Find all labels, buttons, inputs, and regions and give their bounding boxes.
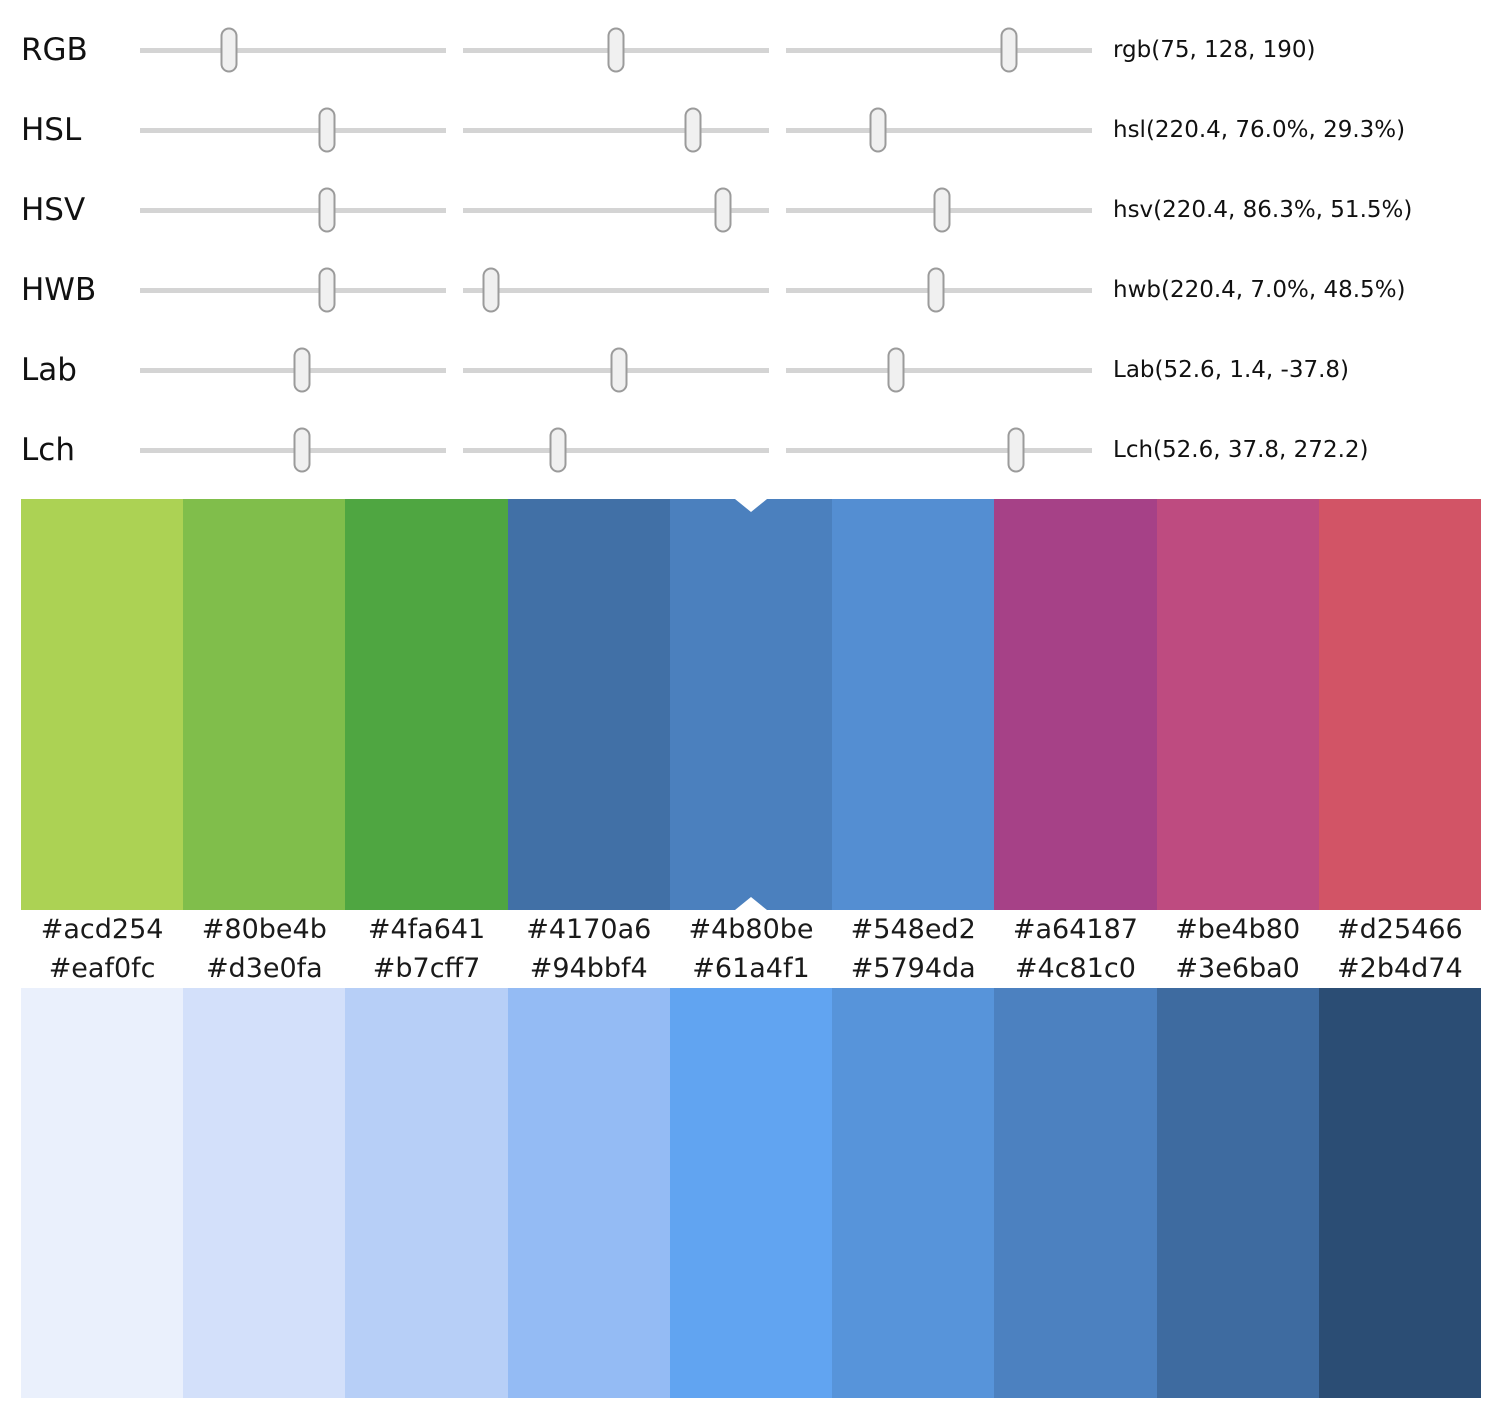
- rgb-g-thumb[interactable]: [607, 27, 625, 73]
- tint-hex-label-2: #b7cff7: [372, 953, 481, 984]
- hsl-s-track[interactable]: [463, 107, 769, 153]
- tint-swatch-3[interactable]: [507, 988, 670, 1398]
- selected-color-marker-top: [735, 499, 767, 512]
- hue-hex-label-5: #548ed2: [850, 914, 976, 945]
- slider-row-hsv: HSV hsv(220.4, 86.3%, 51.5%): [0, 170, 1501, 250]
- rgb-g-track[interactable]: [463, 27, 769, 73]
- tint-swatch-6[interactable]: [994, 988, 1157, 1398]
- colorspace-label-hsv: HSV: [21, 191, 86, 228]
- hsv-v-track[interactable]: [786, 187, 1092, 233]
- hue-palette-strip: [21, 499, 1481, 910]
- colorspace-label-hsl: HSL: [21, 111, 82, 148]
- lch-c-track[interactable]: [463, 427, 769, 473]
- lch-h-thumb[interactable]: [1007, 427, 1024, 473]
- lch-c-thumb[interactable]: [549, 427, 567, 473]
- hsl-s-thumb[interactable]: [684, 107, 701, 153]
- hue-swatch-4[interactable]: [669, 499, 833, 910]
- tint-hex-label-row: #eaf0fc #d3e0fa #b7cff7 #94bbf4 #61a4f1 …: [21, 949, 1481, 988]
- colorspace-label-lab: Lab: [21, 351, 77, 388]
- slider-panel: RGB rgb(75, 128, 190) HSL hsl(220.4, 76.…: [0, 0, 1501, 490]
- slider-row-hsl: HSL hsl(220.4, 76.0%, 29.3%): [0, 90, 1501, 170]
- hue-swatch-2[interactable]: [345, 499, 508, 910]
- hue-hex-label-6: #a64187: [1012, 914, 1138, 945]
- hue-hex-label-1: #80be4b: [201, 914, 327, 945]
- hsv-h-thumb[interactable]: [318, 187, 336, 233]
- lch-value-readout: Lch(52.6, 37.8, 272.2): [1113, 437, 1369, 463]
- hsl-l-track[interactable]: [786, 107, 1092, 153]
- tint-swatch-8[interactable]: [1318, 988, 1481, 1398]
- lab-a-thumb[interactable]: [610, 347, 628, 393]
- colorspace-label-rgb: RGB: [21, 31, 88, 68]
- tint-hex-label-1: #d3e0fa: [205, 953, 323, 984]
- rgb-b-track[interactable]: [786, 27, 1092, 73]
- hwb-value-readout: hwb(220.4, 7.0%, 48.5%): [1113, 277, 1406, 303]
- lab-value-readout: Lab(52.6, 1.4, -37.8): [1113, 357, 1349, 383]
- slider-row-lab: Lab Lab(52.6, 1.4, -37.8): [0, 330, 1501, 410]
- lab-l-thumb[interactable]: [293, 347, 311, 393]
- hue-hex-label-2: #4fa641: [367, 914, 486, 945]
- rgb-r-thumb[interactable]: [220, 27, 238, 73]
- tint-swatch-2[interactable]: [345, 988, 508, 1398]
- rgb-b-thumb[interactable]: [1000, 27, 1018, 73]
- tint-swatch-0[interactable]: [21, 988, 184, 1398]
- hsl-h-track[interactable]: [140, 107, 446, 153]
- lab-b-thumb[interactable]: [887, 347, 905, 393]
- hue-swatch-8[interactable]: [1318, 499, 1481, 910]
- hue-swatch-7[interactable]: [1156, 499, 1319, 910]
- hsl-l-thumb[interactable]: [869, 107, 887, 153]
- slider-row-lch: Lch Lch(52.6, 37.8, 272.2): [0, 410, 1501, 490]
- rgb-value-readout: rgb(75, 128, 190): [1113, 37, 1316, 63]
- hue-swatch-6[interactable]: [994, 499, 1157, 910]
- hue-swatch-5[interactable]: [832, 499, 995, 910]
- hwb-w-track[interactable]: [463, 267, 769, 313]
- hue-hex-label-8: #d25466: [1337, 914, 1463, 945]
- hsv-h-track[interactable]: [140, 187, 446, 233]
- tint-hex-label-5: #5794da: [850, 953, 976, 984]
- hwb-h-thumb[interactable]: [318, 267, 336, 313]
- hue-hex-label-4: #4b80be: [688, 914, 814, 945]
- tint-hex-label-8: #2b4d74: [1337, 953, 1463, 984]
- slider-row-rgb: RGB rgb(75, 128, 190): [0, 10, 1501, 90]
- hue-hex-label-row: #acd254 #80be4b #4fa641 #4170a6 #4b80be …: [21, 910, 1481, 949]
- hwb-h-track[interactable]: [140, 267, 446, 313]
- hsv-s-thumb[interactable]: [714, 187, 732, 233]
- tint-palette-strip: [21, 988, 1481, 1398]
- hue-hex-label-7: #be4b80: [1175, 914, 1301, 945]
- lch-h-track[interactable]: [786, 427, 1092, 473]
- hue-hex-label-3: #4170a6: [526, 914, 652, 945]
- tint-swatch-5[interactable]: [832, 988, 995, 1398]
- colorspace-label-lch: Lch: [21, 431, 75, 468]
- lch-l-track[interactable]: [140, 427, 446, 473]
- hsl-value-readout: hsl(220.4, 76.0%, 29.3%): [1113, 117, 1406, 143]
- lab-l-track[interactable]: [140, 347, 446, 393]
- tint-hex-label-3: #94bbf4: [529, 953, 648, 984]
- selected-color-marker-bottom: [735, 897, 767, 910]
- lab-a-track[interactable]: [463, 347, 769, 393]
- colorspace-label-hwb: HWB: [21, 271, 97, 308]
- hue-swatch-0[interactable]: [21, 499, 184, 910]
- hue-swatch-1[interactable]: [183, 499, 346, 910]
- hwb-b-thumb[interactable]: [927, 267, 945, 313]
- hsv-s-track[interactable]: [463, 187, 769, 233]
- tint-hex-label-7: #3e6ba0: [1175, 953, 1300, 984]
- tint-swatch-1[interactable]: [183, 988, 346, 1398]
- tint-swatch-7[interactable]: [1156, 988, 1319, 1398]
- hsl-h-thumb[interactable]: [318, 107, 336, 153]
- hue-swatch-3[interactable]: [507, 499, 670, 910]
- tint-swatch-4[interactable]: [669, 988, 833, 1398]
- hwb-b-track[interactable]: [786, 267, 1092, 313]
- tint-hex-label-4: #61a4f1: [692, 953, 810, 984]
- lab-b-track[interactable]: [786, 347, 1092, 393]
- hsv-value-readout: hsv(220.4, 86.3%, 51.5%): [1113, 197, 1413, 223]
- hsv-v-thumb[interactable]: [933, 187, 951, 233]
- hue-hex-label-0: #acd254: [40, 914, 164, 945]
- tint-hex-label-0: #eaf0fc: [48, 953, 156, 984]
- hwb-w-thumb[interactable]: [482, 267, 500, 313]
- rgb-r-track[interactable]: [140, 27, 446, 73]
- slider-row-hwb: HWB hwb(220.4, 7.0%, 48.5%): [0, 250, 1501, 330]
- lch-l-thumb[interactable]: [293, 427, 311, 473]
- tint-hex-label-6: #4c81c0: [1014, 953, 1136, 984]
